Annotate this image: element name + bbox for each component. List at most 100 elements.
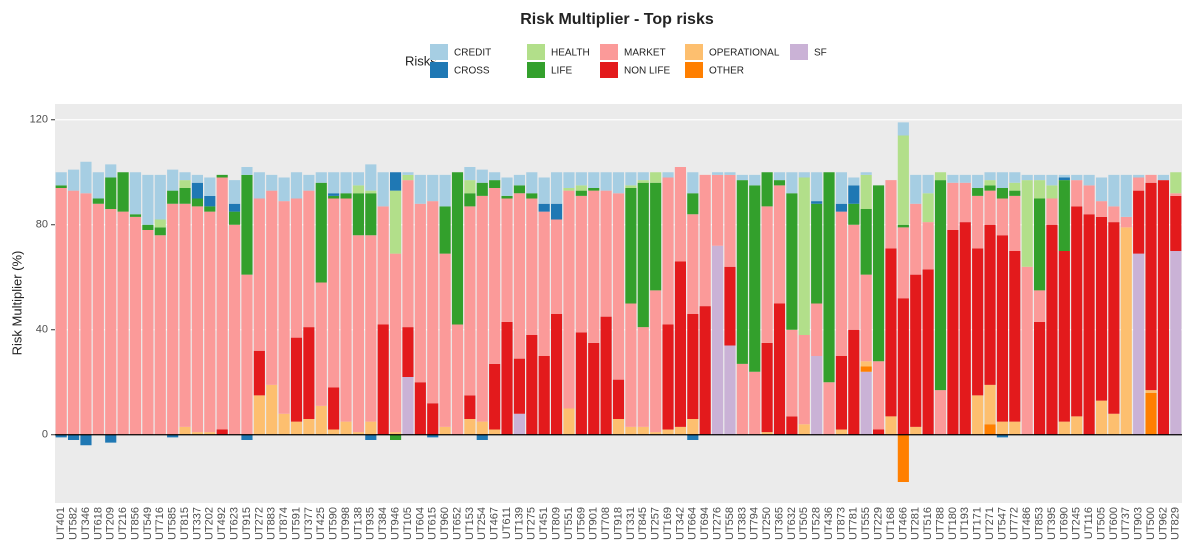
x-tick-label: UT202 — [204, 507, 216, 540]
x-tick-label: UT547 — [996, 507, 1008, 540]
bar-segment — [773, 303, 786, 435]
bar-segment — [328, 193, 340, 196]
bar-segment — [402, 377, 414, 435]
bar-segment — [179, 203, 191, 427]
bar-segment — [996, 235, 1008, 422]
bar-segment — [885, 416, 897, 435]
legend-key — [600, 62, 618, 78]
bar-segment — [55, 188, 67, 435]
legend-key — [430, 44, 448, 60]
bar-segment — [984, 424, 996, 435]
bar-segment — [328, 198, 340, 388]
bar-segment — [749, 185, 761, 372]
bar-segment — [1170, 172, 1182, 194]
bar-segment — [551, 172, 563, 204]
bar-segment — [229, 203, 241, 212]
x-tick-label: UT505 — [1095, 507, 1107, 540]
bar-segment — [191, 206, 203, 433]
x-tick-label: UT716 — [154, 507, 166, 540]
x-tick-label: UT618 — [92, 507, 104, 540]
legend-label: OTHER — [709, 66, 744, 77]
bar-segment — [538, 203, 550, 212]
bar-segment — [204, 177, 216, 196]
bar-segment — [1108, 413, 1120, 435]
bar-segment — [167, 434, 179, 438]
bar-segment — [1009, 195, 1021, 251]
bar-segment — [439, 206, 451, 254]
bar-segment — [1133, 177, 1145, 191]
x-tick-label: UT272 — [253, 507, 265, 540]
bar-segment — [427, 201, 439, 404]
x-tick-label: UT809 — [550, 507, 562, 540]
bar-segment — [910, 274, 922, 427]
bar-segment — [1157, 174, 1169, 181]
bar-segment — [303, 419, 315, 435]
x-tick-label: UT946 — [389, 507, 401, 540]
bar-segment — [328, 387, 340, 430]
bar-segment — [241, 167, 253, 175]
bar-segment — [204, 211, 216, 433]
x-tick-label: UT582 — [67, 507, 79, 540]
bar-segment — [835, 211, 847, 356]
bar-segment — [922, 193, 934, 223]
y-tick-label: 80 — [36, 219, 48, 231]
bar-segment — [687, 434, 699, 440]
bar-segment — [984, 185, 996, 191]
x-tick-label: UT623 — [228, 507, 240, 540]
bar-segment — [798, 172, 810, 178]
bar-segment — [773, 180, 786, 186]
bar-segment — [352, 172, 364, 186]
bar-segment — [476, 434, 488, 440]
bar-segment — [712, 174, 724, 246]
x-tick-label: UT168 — [885, 507, 897, 540]
x-tick-label: UT153 — [464, 507, 476, 540]
bar-segment — [575, 185, 587, 191]
bar-segment — [823, 382, 835, 435]
bar-segment — [241, 434, 253, 440]
bar-segment — [984, 384, 996, 425]
bar-segment — [860, 172, 872, 175]
x-tick-label: UT555 — [860, 507, 872, 540]
bar-segment — [996, 198, 1008, 236]
bar-segment — [786, 329, 798, 417]
x-tick-label: UT365 — [773, 507, 785, 540]
bar-segment — [55, 434, 67, 438]
bar-segment — [612, 172, 625, 194]
bar-segment — [1120, 174, 1132, 217]
bar-segment — [811, 203, 823, 304]
bar-segment — [1021, 266, 1033, 435]
bar-segment — [526, 335, 538, 435]
bar-segment — [464, 395, 476, 419]
x-tick-label: UT516 — [922, 507, 934, 540]
bar-segment — [637, 182, 649, 328]
bar-segment — [687, 214, 699, 314]
bar-segment — [922, 269, 934, 435]
bar-segment — [365, 434, 377, 440]
x-tick-label: UT915 — [241, 507, 253, 540]
x-tick-label: UT611 — [501, 507, 513, 539]
x-tick-label: UT632 — [786, 507, 798, 540]
bar-segment — [972, 195, 984, 249]
bar-segment — [80, 193, 92, 435]
bar-segment — [179, 426, 191, 435]
bar-segment — [1083, 174, 1095, 186]
bar-segment — [377, 172, 389, 207]
bar-segment — [835, 203, 847, 212]
bar-segment — [154, 174, 166, 220]
x-tick-label: UT569 — [575, 507, 587, 540]
bar-segment — [328, 429, 340, 435]
bar-segment — [1058, 251, 1070, 422]
legend-label: OPERATIONAL — [709, 48, 780, 59]
bar-segment — [253, 198, 265, 351]
bar-segment — [650, 172, 662, 183]
bar-segment — [1046, 224, 1058, 435]
bar-segment — [105, 209, 117, 435]
bar-segment — [513, 358, 525, 414]
x-tick-label: UT794 — [749, 507, 761, 540]
bar-segment — [947, 230, 959, 435]
bar-segment — [340, 198, 352, 422]
legend-label: LIFE — [551, 66, 572, 77]
bar-segment — [724, 345, 736, 435]
bar-segment — [117, 172, 129, 212]
bar-segment — [1009, 172, 1021, 183]
